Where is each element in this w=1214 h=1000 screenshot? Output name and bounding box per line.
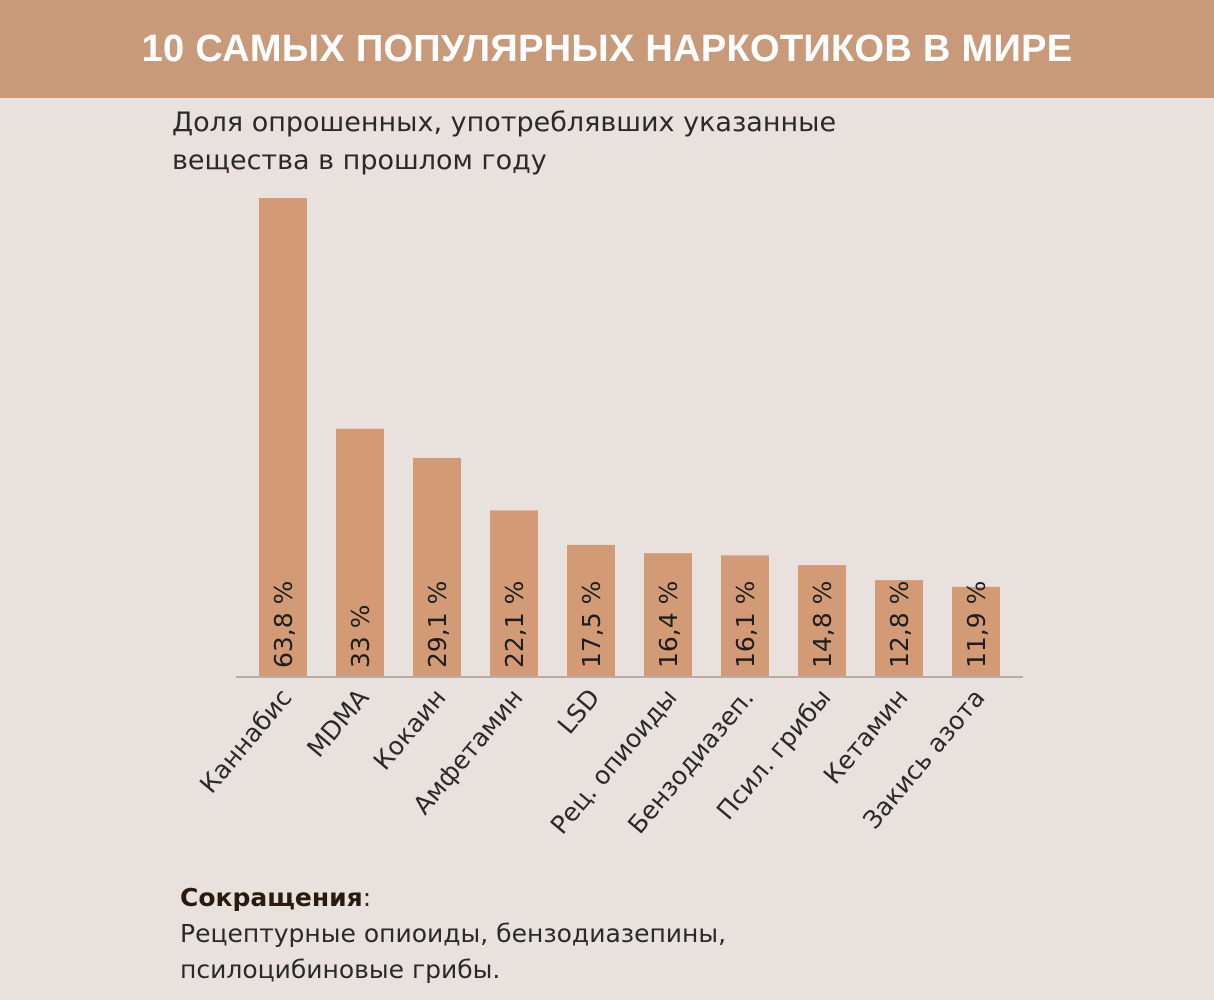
data-label: 33 % (346, 604, 375, 668)
notes-colon: : (362, 883, 372, 912)
bar (336, 428, 384, 676)
category-label: Кокаин (368, 683, 452, 775)
bar (798, 565, 846, 676)
abbreviations-note: Сокращения: Рецептурные опиоиды, бензоди… (180, 880, 726, 988)
data-label: 22,1 % (500, 581, 529, 668)
data-label: 29,1 % (423, 581, 452, 668)
category-label: MDMA (301, 683, 374, 763)
data-label: 17,5 % (577, 581, 606, 668)
data-label: 16,4 % (654, 581, 683, 668)
chart-title: 10 САМЫХ ПОПУЛЯРНЫХ НАРКОТИКОВ В МИРЕ (141, 27, 1073, 70)
data-label: 11,9 % (962, 581, 991, 668)
bar (952, 586, 1000, 676)
bar (721, 555, 769, 676)
category-label: Каннабис (194, 683, 298, 799)
bar (567, 544, 615, 676)
bar (644, 553, 692, 676)
notes-line-1: Рецептурные опиоиды, бензодиазепины, (180, 919, 727, 948)
header-banner: 10 САМЫХ ПОПУЛЯРНЫХ НАРКОТИКОВ В МИРЕ (0, 0, 1214, 98)
bar (875, 580, 923, 676)
bar (490, 510, 538, 676)
category-label: LSD (552, 683, 606, 739)
bar (259, 198, 307, 676)
data-label: 14,8 % (808, 581, 837, 668)
data-label: 12,8 % (885, 581, 914, 668)
chart-subtitle: Доля опрошенных, употреблявших указанные… (172, 107, 837, 176)
data-label: 63,8 % (269, 581, 298, 668)
data-label: 16,1 % (731, 581, 760, 668)
bar (413, 457, 461, 676)
notes-heading: Сокращения (180, 883, 363, 912)
notes-line-2: псилоцибиновые грибы. (180, 955, 501, 984)
